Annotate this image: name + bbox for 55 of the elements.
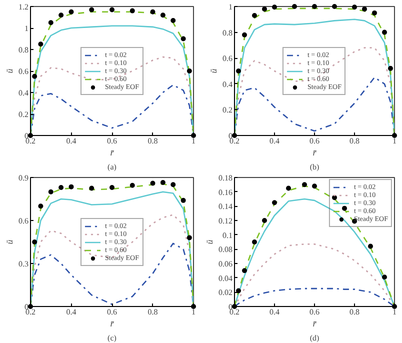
- x-tick-label: 0.8: [148, 308, 158, 316]
- y-tick-label: 0: [24, 132, 28, 140]
- y-tick-label: 0.06: [218, 260, 232, 268]
- text: (a): [108, 162, 117, 172]
- y-tick-label: 0.3: [18, 260, 28, 268]
- y-tick-label: 0: [228, 132, 232, 140]
- y-tick-label: 0.08: [218, 245, 232, 254]
- y-tick-label: 0: [228, 302, 232, 312]
- y-tick-label: 0.6: [18, 216, 28, 226]
- y-tick-label: 0.8: [18, 46, 28, 54]
- x-tick-label: 0.4: [66, 308, 76, 316]
- y-tick-label: 0.2: [222, 106, 232, 115]
- x-tick-label: 0.6: [310, 136, 320, 146]
- x-tick-label: 1: [192, 308, 196, 316]
- x-axis-title: r̄: [110, 318, 115, 328]
- y-tick-label: 0.16: [218, 188, 232, 197]
- y-tick-label: 0.6: [222, 54, 232, 64]
- y-tick-label: 0: [24, 302, 28, 312]
- x-tick-label: 0.4: [66, 136, 76, 146]
- text: (b): [310, 162, 320, 172]
- text: (c): [108, 334, 117, 342]
- y-tick-label: 0.9: [18, 174, 28, 182]
- x-tick-label: 0.8: [350, 308, 360, 316]
- y-tick-label: 0.04: [218, 274, 232, 283]
- y-tick-label: 0.6: [18, 67, 28, 76]
- x-tick-label: 0.8: [350, 136, 360, 146]
- y-tick-label: 0.2: [18, 110, 28, 119]
- y-tick-label: 0.02: [218, 288, 232, 298]
- x-tick-label: 0.4: [270, 136, 280, 146]
- y-axis-title: ū: [204, 239, 214, 244]
- text: (d): [310, 334, 320, 342]
- y-axis-title: ū: [208, 68, 218, 74]
- x-tick-label: 0.8: [148, 136, 158, 146]
- y-tick-label: 1: [24, 24, 28, 33]
- y-tick-label: 0.12: [218, 216, 232, 226]
- x-tick-label: 0.4: [270, 308, 280, 316]
- x-tick-label: 0.6: [107, 308, 117, 316]
- y-tick-label: 0.18: [218, 174, 232, 182]
- y-tick-label: 1: [228, 2, 232, 12]
- y-tick-label: 0.1: [222, 230, 232, 240]
- x-tick-label: 1: [392, 308, 396, 316]
- x-tick-label: 1: [192, 136, 196, 146]
- y-tick-label: 0.8: [222, 28, 232, 38]
- x-tick-label: 1: [392, 136, 396, 146]
- y-tick-label: 1.2: [18, 2, 28, 12]
- y-axis-title: ū: [4, 68, 14, 74]
- y-axis-title: ū: [4, 239, 14, 244]
- x-axis-title: r̄: [110, 148, 115, 158]
- y-tick-label: 0.4: [18, 88, 28, 98]
- x-tick-label: 0.6: [107, 136, 117, 146]
- x-tick-label: 0.6: [310, 308, 320, 316]
- y-tick-label: 0.14: [218, 202, 232, 212]
- x-axis-title: r̄: [312, 148, 318, 158]
- x-axis-title: r̄: [312, 318, 318, 328]
- y-tick-label: 0.4: [222, 80, 232, 89]
